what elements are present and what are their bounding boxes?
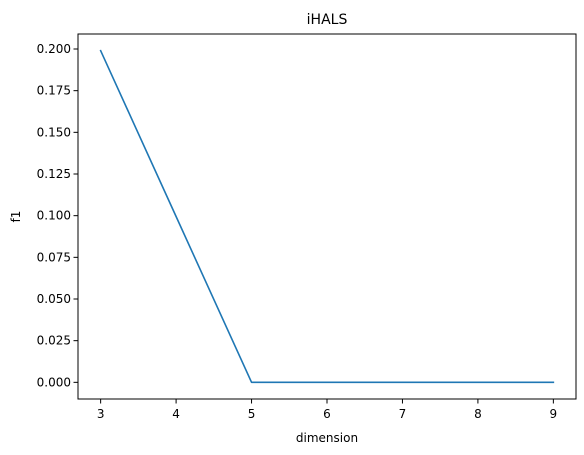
series-group [99, 49, 555, 384]
x-tick-label: 8 [474, 407, 482, 421]
series-line [99, 49, 555, 384]
x-tick-label: 5 [248, 407, 256, 421]
x-tick-label: 6 [323, 407, 331, 421]
y-tick-label: 0.050 [37, 292, 71, 306]
y-tick-label: 0.200 [37, 42, 71, 56]
y-tick-label: 0.025 [37, 334, 71, 348]
chart-title: iHALS [307, 12, 348, 28]
y-axis-label: f1 [9, 211, 23, 223]
x-tick-label: 7 [399, 407, 407, 421]
x-tick-label: 3 [97, 407, 105, 421]
x-axis-ticks: 3 4 5 6 7 8 9 [97, 399, 557, 421]
x-axis-label: dimension [296, 431, 358, 445]
y-tick-label: 0.000 [37, 375, 71, 389]
y-tick-label: 0.100 [37, 209, 71, 223]
y-tick-label: 0.075 [37, 250, 71, 264]
y-tick-label: 0.125 [37, 167, 71, 181]
x-tick-label: 9 [550, 407, 558, 421]
x-tick-label: 4 [172, 407, 180, 421]
plot-frame [77, 33, 577, 400]
y-axis-ticks: 0.000 0.025 0.050 0.075 0.100 0.125 0.150 0.175… [37, 42, 78, 389]
y-tick-label: 0.175 [37, 84, 71, 98]
y-tick-label: 0.150 [37, 125, 71, 139]
